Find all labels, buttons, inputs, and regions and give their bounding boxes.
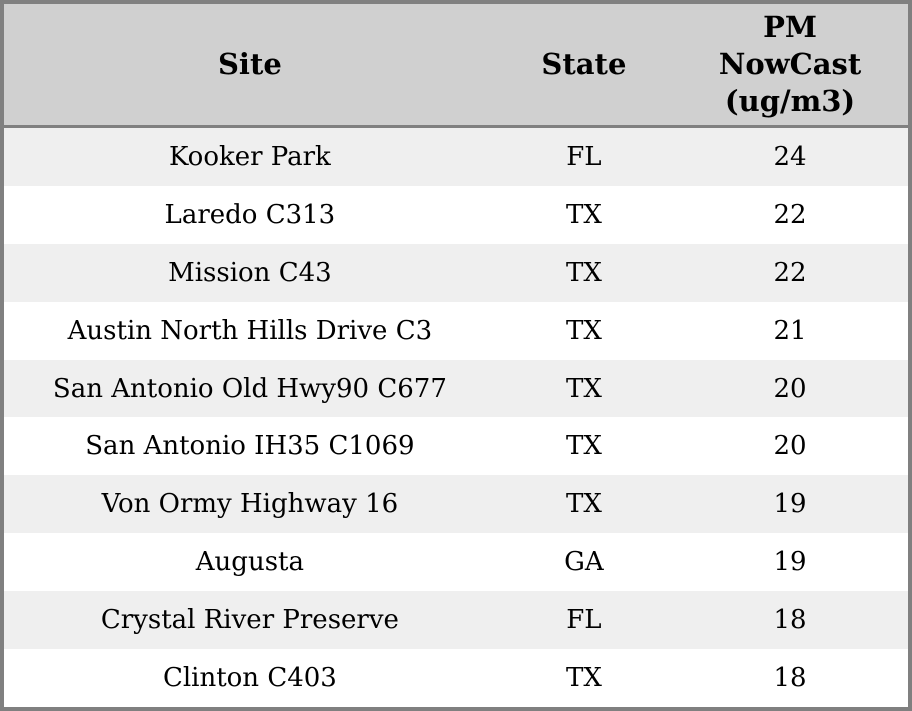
header-row: Site State PM NowCast (ug/m3) [4,4,908,128]
site-cell: Mission C43 [168,257,332,288]
column-header-state: State [495,4,673,128]
site-cell: Kooker Park [168,141,331,172]
site-cell: San Antonio IH35 C1069 [85,431,415,462]
site-cell: Crystal River Preserve [100,605,399,636]
pm-value-cell: 20 [773,431,807,462]
pm-value-cell: 18 [773,663,807,694]
state-cell: TX [565,663,602,694]
state-cell: TX [565,431,602,462]
column-header-site: Site [4,4,496,128]
table-row: Austin North Hills Drive C3 TX 21 [4,301,908,360]
site-cell: Clinton C403 [162,663,337,694]
state-cell: TX [565,373,602,404]
state-cell: FL [566,141,602,172]
table-row: Crystal River Preserve FL 18 [4,591,908,650]
pm-value-cell: 19 [773,489,807,520]
state-cell: TX [565,257,602,288]
state-cell: TX [565,315,602,346]
data-table: Site State PM NowCast (ug/m3) Kooker Par… [4,4,908,707]
table-row: Kooker Park FL 24 [4,126,908,186]
state-cell: TX [565,489,602,520]
site-cell: Laredo C313 [164,199,336,230]
site-cell: San Antonio Old Hwy90 C677 [52,373,447,404]
pm-value-cell: 18 [773,605,807,636]
table-row: Von Ormy Highway 16 TX 19 [4,475,908,534]
table-body: Kooker Park FL 24 Laredo C313 TX 22 Miss… [4,126,908,707]
table-row: Mission C43 TX 22 [4,243,908,302]
site-cell: Von Ormy Highway 16 [101,489,399,520]
state-cell: FL [566,605,602,636]
pm-value-cell: 24 [773,141,807,172]
table-header: Site State PM NowCast (ug/m3) [4,4,908,128]
site-cell: Austin North Hills Drive C3 [67,315,433,346]
table-row: San Antonio IH35 C1069 TX 20 [4,417,908,476]
state-cell: TX [565,199,602,230]
pm-value-cell: 19 [773,547,807,578]
table-row: San Antonio Old Hwy90 C677 TX 20 [4,359,908,418]
table-row: Laredo C313 TX 22 [4,185,908,244]
table-row: Augusta GA 19 [4,533,908,592]
pm-value-cell: 21 [773,315,807,346]
state-cell: GA [564,547,604,578]
pm-value-cell: 20 [773,373,807,404]
site-cell: Augusta [195,547,304,578]
column-header-pm-nowcast: PM NowCast (ug/m3) [672,4,908,128]
table-row: Clinton C403 TX 18 [4,649,908,707]
pm-value-cell: 22 [773,257,807,288]
pm-value-cell: 22 [773,199,807,230]
